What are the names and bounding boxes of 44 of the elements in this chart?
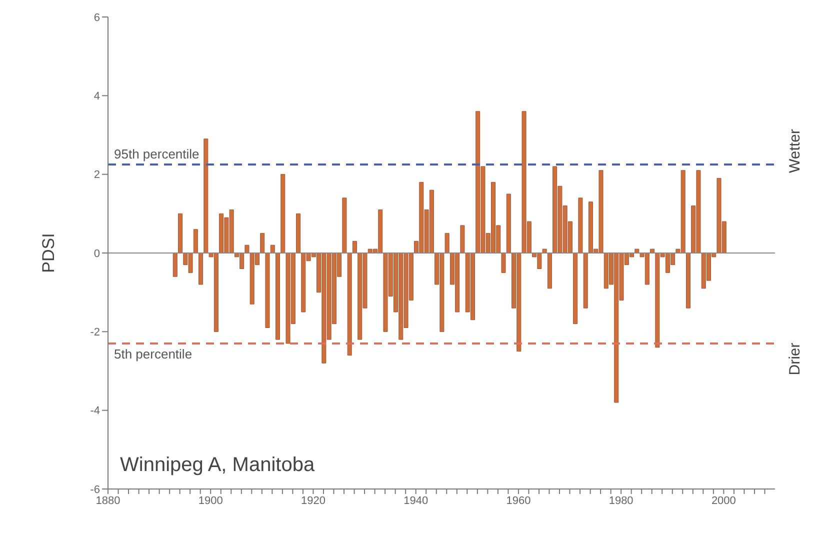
bar: [244, 244, 250, 254]
ref-line-label: 95th percentile: [114, 146, 200, 162]
bar: [296, 213, 301, 254]
bar: [444, 233, 450, 254]
text: Drier: [786, 342, 804, 376]
bar: [260, 233, 265, 254]
x-tick-label: 1900: [198, 494, 223, 507]
bar: [342, 198, 347, 254]
bar: [583, 252, 588, 308]
bar: [265, 252, 270, 328]
y-tick-label: 4: [94, 90, 100, 103]
bar: [198, 252, 204, 285]
bar: [280, 174, 286, 254]
x-tick-label: 1880: [96, 494, 120, 507]
bar: [460, 225, 465, 254]
bar: [506, 194, 511, 254]
x-tick-label: 2000: [711, 494, 736, 507]
bar: [501, 252, 506, 273]
y-tick-label: 0: [94, 248, 100, 260]
annotation: Winnipeg A, Manitoba: [120, 454, 315, 477]
x-tick-label: 1940: [404, 494, 428, 507]
bar: [270, 244, 275, 254]
bar: [172, 252, 178, 277]
bar: [204, 138, 208, 254]
y-tick-label: -6: [90, 484, 100, 496]
y-tick-label: -4: [90, 405, 100, 418]
ref-line-label: 5th percentile: [114, 346, 192, 362]
bar: [578, 198, 583, 254]
bar: [573, 252, 578, 324]
x-tick-label: 1980: [608, 494, 634, 507]
x-tick-label: 1960: [506, 494, 531, 507]
bar: [276, 252, 280, 340]
bar: [178, 213, 183, 254]
bar: [352, 240, 357, 254]
bar: [686, 252, 690, 308]
bar: [347, 252, 352, 356]
text: Wetter: [786, 128, 804, 173]
y-tick-label: 6: [94, 12, 100, 24]
x-tick-label: 1920: [300, 494, 326, 507]
y-axis-title: PDSI: [39, 233, 58, 273]
y-tick-label: -2: [90, 326, 100, 339]
bar: [193, 229, 198, 254]
bar: [547, 252, 552, 289]
y-tick-label: 2: [94, 169, 100, 182]
